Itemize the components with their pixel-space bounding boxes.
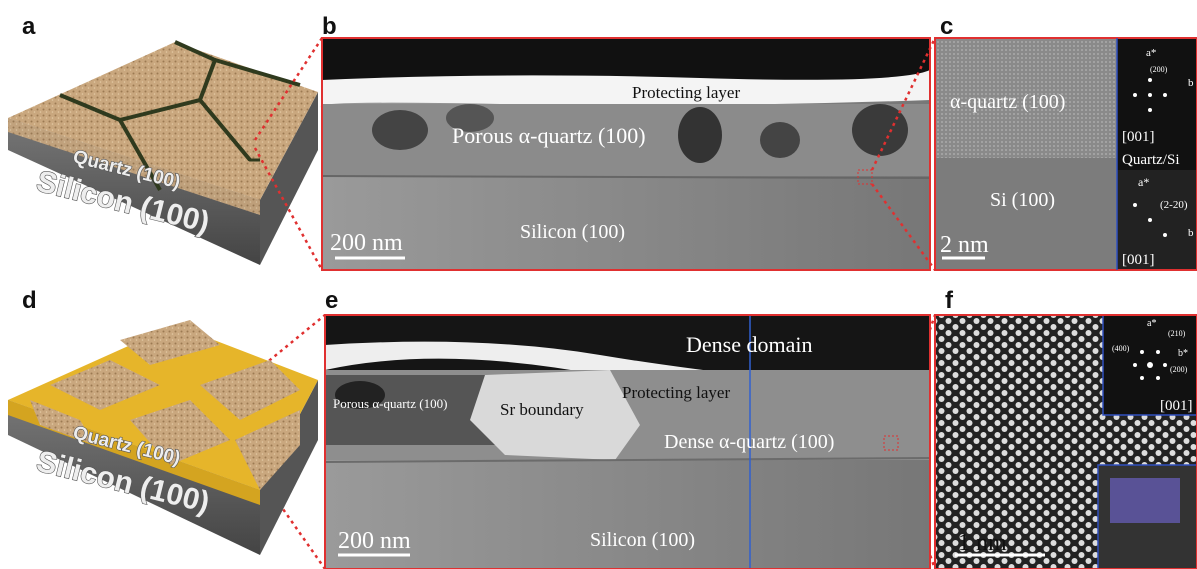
image-annotation: Dense domain	[686, 332, 812, 357]
scale-bar-label: 200 nm	[330, 230, 403, 256]
panel-label: b	[322, 13, 337, 40]
image-annotation: Sr boundary	[500, 400, 584, 419]
panel-label: c	[940, 13, 953, 40]
zone-axis: [001]	[1122, 252, 1155, 268]
image-annotation: α-quartz (100)	[950, 91, 1065, 113]
scale-bar-label: 200 nm	[338, 528, 411, 554]
image-annotation: Silicon (100)	[590, 529, 695, 551]
fft-label: b*	[1178, 348, 1188, 359]
image-annotation: Protecting layer	[632, 83, 740, 102]
image-annotation: Protecting layer	[622, 383, 730, 402]
panel-d-illustration	[8, 320, 318, 555]
fft-label: (200)	[1170, 365, 1188, 374]
fft-label: (400)	[1112, 344, 1130, 353]
fft-label: b	[1188, 227, 1194, 239]
panel-label: e	[325, 287, 338, 314]
fft-label: (210)	[1168, 329, 1186, 338]
panel-c-image	[934, 37, 1197, 271]
panel-label: f	[945, 287, 954, 314]
panel-label: a	[22, 13, 36, 40]
fft-label: a*	[1147, 318, 1156, 329]
panel-b-image	[319, 37, 931, 271]
fft-label: (2-20)	[1160, 199, 1188, 211]
image-annotation: Porous α-quartz (100)	[452, 123, 646, 148]
panel-label: d	[22, 287, 37, 314]
image-annotation: Si (100)	[990, 189, 1055, 211]
image-annotation: Porous α-quartz (100)	[333, 396, 447, 411]
scale-bar-label: 2 nm	[940, 232, 989, 258]
panel-a-illustration	[8, 40, 318, 265]
panel-f-image	[934, 314, 1197, 569]
zone-axis: [001]	[1122, 129, 1155, 145]
fft-label: a*	[1138, 175, 1149, 189]
image-annotation: Silicon (100)	[520, 221, 625, 243]
zone-axis: [001]	[1160, 398, 1193, 414]
fft-label: (200)	[1150, 65, 1168, 74]
inset-title: Quartz/Si	[1122, 152, 1180, 168]
scale-bar-label: 1 nm	[958, 530, 1007, 556]
fft-label: a*	[1146, 47, 1156, 59]
panel-e-image	[324, 314, 931, 569]
fft-label: b	[1188, 77, 1194, 89]
image-annotation: Dense α-quartz (100)	[664, 431, 834, 453]
